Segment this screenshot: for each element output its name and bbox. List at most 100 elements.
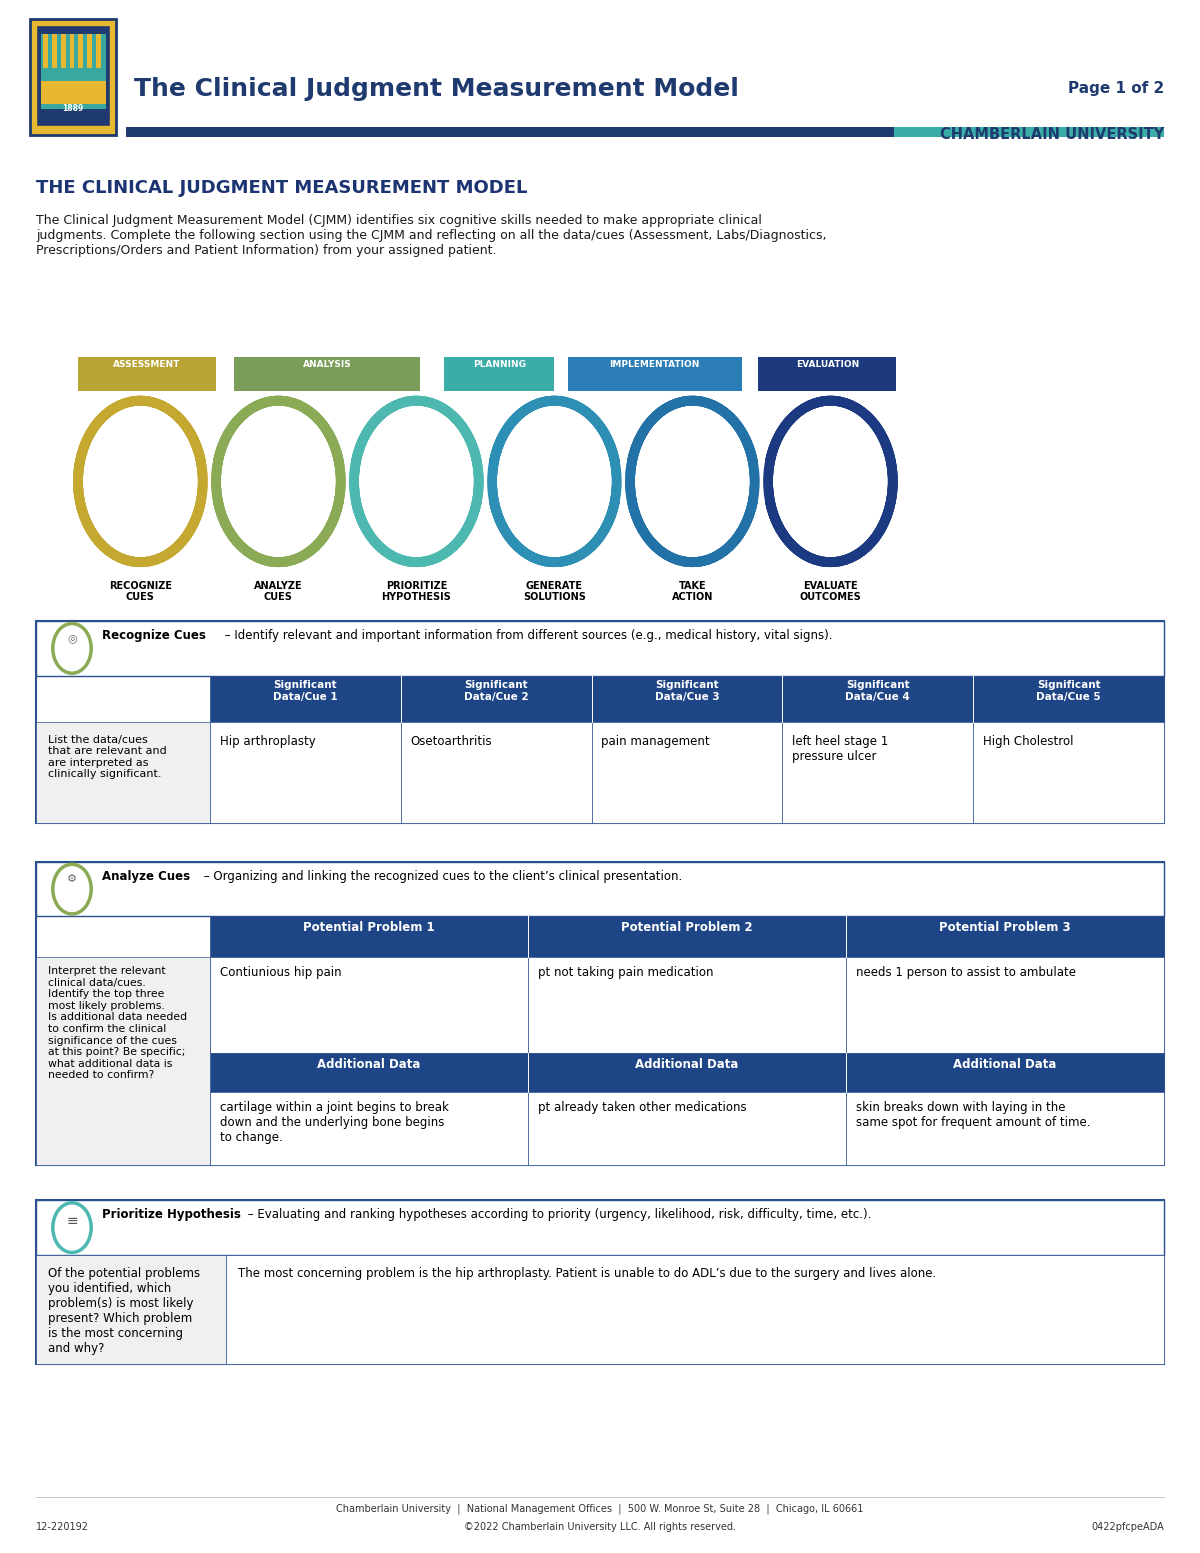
Text: Page 1 of 2: Page 1 of 2 bbox=[1068, 81, 1164, 96]
Text: ANALYZE
CUES: ANALYZE CUES bbox=[254, 581, 302, 603]
Circle shape bbox=[372, 424, 461, 539]
Bar bbox=[88, 34, 92, 68]
Text: High Cholestrol: High Cholestrol bbox=[983, 735, 1073, 747]
Bar bbox=[30, 19, 116, 135]
Text: left heel stage 1
pressure ulcer: left heel stage 1 pressure ulcer bbox=[792, 735, 888, 763]
Circle shape bbox=[784, 421, 877, 542]
Circle shape bbox=[768, 401, 893, 562]
Bar bbox=[36, 1200, 1164, 1364]
Text: Additional Data: Additional Data bbox=[317, 1058, 421, 1070]
Text: pt not taking pain medication: pt not taking pain medication bbox=[538, 966, 713, 978]
Text: Significant
Data/Cue 2: Significant Data/Cue 2 bbox=[464, 680, 528, 702]
Text: Significant
Data/Cue 3: Significant Data/Cue 3 bbox=[655, 680, 719, 702]
Bar bbox=[61, 34, 66, 68]
Bar bbox=[36, 621, 1164, 823]
Text: – Organizing and linking the recognized cues to the client’s clinical presentati: – Organizing and linking the recognized … bbox=[200, 870, 683, 882]
Text: Osetoarthritis: Osetoarthritis bbox=[410, 735, 492, 747]
Bar bbox=[528, 957, 846, 1053]
Circle shape bbox=[648, 424, 737, 539]
Bar bbox=[126, 127, 894, 137]
Text: THE CLINICAL JUDGMENT MEASUREMENT MODEL: THE CLINICAL JUDGMENT MEASUREMENT MODEL bbox=[36, 179, 527, 197]
Text: ASSESSMENT: ASSESSMENT bbox=[113, 360, 181, 370]
Text: 1889: 1889 bbox=[62, 104, 84, 113]
Bar bbox=[43, 34, 48, 68]
Bar bbox=[528, 1092, 846, 1165]
Text: Chamberlain University  |  National Management Offices  |  500 W. Monroe St, Sui: Chamberlain University | National Manage… bbox=[336, 1503, 864, 1514]
Bar bbox=[36, 862, 1164, 916]
Text: ANALYSIS: ANALYSIS bbox=[302, 360, 352, 370]
Circle shape bbox=[630, 401, 755, 562]
Circle shape bbox=[492, 401, 617, 562]
Bar bbox=[36, 722, 210, 823]
Text: ⚙: ⚙ bbox=[67, 874, 77, 884]
Bar bbox=[758, 357, 896, 391]
Circle shape bbox=[508, 421, 601, 542]
Bar bbox=[78, 357, 216, 391]
Bar bbox=[96, 34, 101, 68]
Text: – Evaluating and ranking hypotheses according to priority (urgency, likelihood, : – Evaluating and ranking hypotheses acco… bbox=[244, 1208, 871, 1221]
Circle shape bbox=[96, 424, 185, 539]
Bar bbox=[846, 957, 1164, 1053]
Text: Significant
Data/Cue 4: Significant Data/Cue 4 bbox=[846, 680, 910, 702]
Bar bbox=[41, 81, 106, 104]
Bar bbox=[234, 357, 420, 391]
Text: RECOGNIZE
CUES: RECOGNIZE CUES bbox=[109, 581, 172, 603]
Bar bbox=[782, 722, 973, 823]
Bar bbox=[592, 722, 782, 823]
Text: EVALUATION: EVALUATION bbox=[796, 360, 859, 370]
Text: Potential Problem 3: Potential Problem 3 bbox=[940, 921, 1070, 933]
Text: ◎: ◎ bbox=[67, 634, 77, 643]
Text: The most concerning problem is the hip arthroplasty. Patient is unable to do ADL: The most concerning problem is the hip a… bbox=[238, 1267, 936, 1280]
Bar bbox=[401, 722, 592, 823]
Circle shape bbox=[53, 863, 91, 913]
Text: Analyze Cues: Analyze Cues bbox=[102, 870, 190, 882]
Text: needs 1 person to assist to ambulate: needs 1 person to assist to ambulate bbox=[856, 966, 1075, 978]
Bar bbox=[568, 357, 742, 391]
Text: GENERATE
SOLUTIONS: GENERATE SOLUTIONS bbox=[523, 581, 586, 603]
Circle shape bbox=[510, 424, 599, 539]
Circle shape bbox=[370, 421, 463, 542]
Bar bbox=[70, 34, 74, 68]
Circle shape bbox=[216, 401, 341, 562]
Text: Additional Data: Additional Data bbox=[635, 1058, 739, 1070]
Bar bbox=[210, 676, 1164, 722]
Text: pt already taken other medications: pt already taken other medications bbox=[538, 1101, 746, 1114]
Circle shape bbox=[786, 424, 875, 539]
Text: Interpret the relevant
clinical data/cues.
Identify the top three
most likely pr: Interpret the relevant clinical data/cue… bbox=[48, 966, 187, 1081]
Bar bbox=[36, 862, 1164, 1165]
Text: PLANNING: PLANNING bbox=[473, 360, 526, 370]
Text: Significant
Data/Cue 5: Significant Data/Cue 5 bbox=[1037, 680, 1100, 702]
Text: EVALUATE
OUTCOMES: EVALUATE OUTCOMES bbox=[799, 581, 862, 603]
Circle shape bbox=[53, 623, 91, 674]
Text: ≡: ≡ bbox=[66, 1214, 78, 1228]
Bar bbox=[36, 1200, 1164, 1255]
Text: Significant
Data/Cue 1: Significant Data/Cue 1 bbox=[274, 680, 337, 702]
Text: Of the potential problems
you identified, which
problem(s) is most likely
presen: Of the potential problems you identified… bbox=[48, 1267, 200, 1356]
Bar bbox=[210, 957, 528, 1053]
Text: – Identify relevant and important information from different sources (e.g., medi: – Identify relevant and important inform… bbox=[221, 629, 833, 641]
Bar bbox=[36, 25, 110, 126]
Bar bbox=[973, 722, 1164, 823]
Bar bbox=[52, 34, 56, 68]
Bar bbox=[226, 1255, 1164, 1364]
Text: pain management: pain management bbox=[601, 735, 710, 747]
Text: 0422pfcpeADA: 0422pfcpeADA bbox=[1091, 1522, 1164, 1531]
Text: TAKE
ACTION: TAKE ACTION bbox=[672, 581, 713, 603]
Text: Potential Problem 2: Potential Problem 2 bbox=[622, 921, 752, 933]
Text: skin breaks down with laying in the
same spot for frequent amount of time.: skin breaks down with laying in the same… bbox=[856, 1101, 1090, 1129]
Bar bbox=[41, 34, 106, 109]
Text: cartilage within a joint begins to break
down and the underlying bone begins
to : cartilage within a joint begins to break… bbox=[220, 1101, 449, 1145]
Bar bbox=[758, 401, 766, 562]
Circle shape bbox=[78, 401, 203, 562]
Circle shape bbox=[94, 421, 187, 542]
Bar bbox=[444, 357, 554, 391]
Bar bbox=[36, 1255, 226, 1364]
Bar bbox=[846, 1092, 1164, 1165]
Text: The Clinical Judgment Measurement Model (CJMM) identifies six cognitive skills n: The Clinical Judgment Measurement Model … bbox=[36, 214, 827, 258]
Bar bbox=[36, 957, 210, 1165]
Text: PRIORITIZE
HYPOTHESIS: PRIORITIZE HYPOTHESIS bbox=[382, 581, 451, 603]
Bar bbox=[619, 401, 628, 562]
Bar bbox=[210, 1053, 1164, 1092]
Bar bbox=[78, 34, 83, 68]
Text: Recognize Cues: Recognize Cues bbox=[102, 629, 206, 641]
